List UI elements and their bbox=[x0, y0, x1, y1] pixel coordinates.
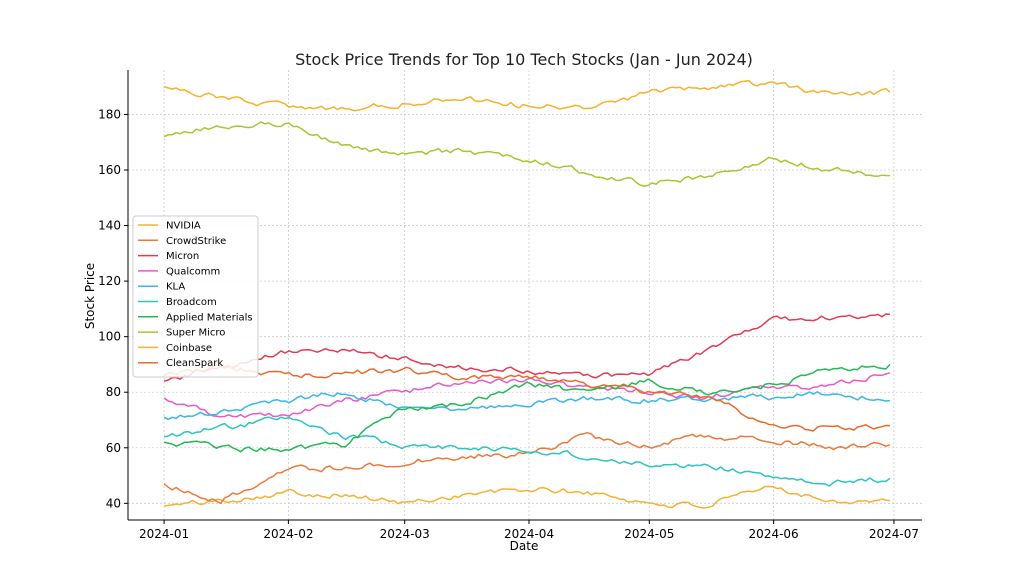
legend-entry: Super Micro bbox=[166, 328, 225, 339]
x-tick-label: 2024-06 bbox=[749, 527, 799, 541]
x-tick-label: 2024-04 bbox=[504, 527, 554, 541]
x-tick-label: 2024-01 bbox=[139, 527, 189, 541]
series-line-micron bbox=[163, 313, 890, 382]
y-tick-label: 180 bbox=[98, 107, 121, 121]
legend-entry: Micron bbox=[166, 251, 199, 262]
legend-entry: Broadcom bbox=[166, 297, 217, 308]
series-line-coinbase bbox=[163, 79, 891, 112]
y-tick-label: 100 bbox=[98, 330, 121, 344]
y-tick-label: 160 bbox=[98, 163, 121, 177]
axes: 2024-01 2024-02 2024-03 2024-04 2024-05 2024-… bbox=[98, 70, 922, 541]
grid bbox=[128, 70, 922, 520]
y-axis-title: Stock Price bbox=[83, 263, 97, 329]
y-tick-label: 60 bbox=[106, 441, 121, 455]
x-tick-label: 2024-02 bbox=[263, 527, 313, 541]
y-tick-label: 40 bbox=[106, 496, 121, 510]
series-group bbox=[163, 79, 891, 509]
legend-entry: CleanSpark bbox=[166, 358, 223, 369]
legend-entry: KLA bbox=[166, 282, 185, 293]
x-axis-title: Date bbox=[510, 539, 539, 553]
series-line-qualcomm bbox=[163, 372, 891, 419]
series-line-crowdstrike bbox=[163, 431, 891, 505]
series-line-nvidia bbox=[163, 485, 890, 509]
legend: NVIDIA CrowdStrike Micron Qualcomm KLA Broadc… bbox=[132, 215, 259, 378]
series-line-applied-materials bbox=[163, 363, 891, 453]
legend-entry: Applied Materials bbox=[166, 312, 253, 323]
y-tick-label: 80 bbox=[106, 385, 121, 399]
chart-title: Stock Price Trends for Top 10 Tech Stock… bbox=[295, 50, 753, 69]
legend-entry: Qualcomm bbox=[166, 266, 220, 277]
series-line-broadcom bbox=[163, 416, 891, 487]
y-tick-label: 140 bbox=[98, 219, 121, 233]
series-line-cleanspark bbox=[163, 364, 890, 432]
x-tick-label: 2024-07 bbox=[869, 527, 919, 541]
legend-entry: Coinbase bbox=[166, 343, 212, 354]
x-tick-label: 2024-03 bbox=[380, 527, 430, 541]
legend-entry: NVIDIA bbox=[166, 221, 201, 232]
legend-box bbox=[132, 215, 259, 378]
series-line-kla bbox=[163, 391, 890, 421]
legend-entry: CrowdStrike bbox=[166, 236, 226, 247]
series-line-super-micro bbox=[163, 121, 890, 187]
y-tick-label: 120 bbox=[98, 274, 121, 288]
x-tick-label: 2024-05 bbox=[624, 527, 674, 541]
